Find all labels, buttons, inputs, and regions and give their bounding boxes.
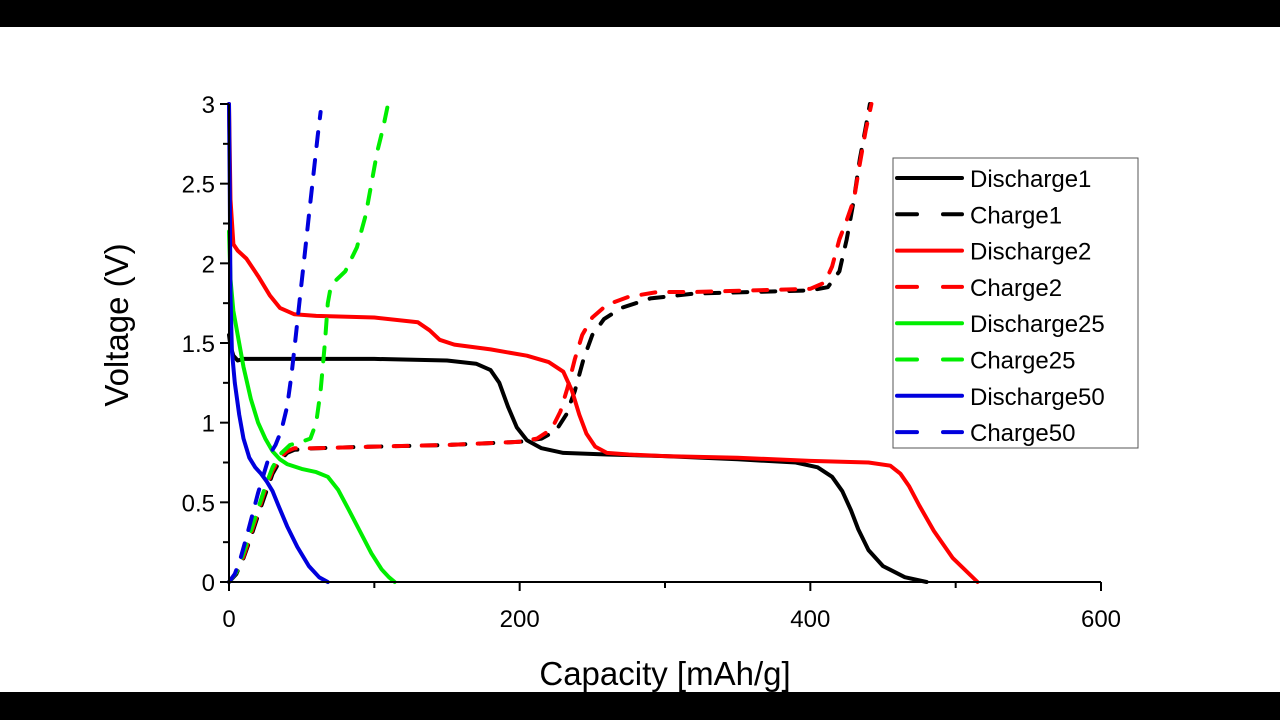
legend-label: Discharge2 bbox=[970, 239, 1091, 266]
y-tick-label: 0.5 bbox=[182, 490, 215, 517]
legend: Discharge1 Charge1 Discharge2 Charge2 Discha… bbox=[892, 157, 1139, 449]
y-tick-label: 2 bbox=[202, 251, 215, 278]
y-tick-label: 0 bbox=[202, 570, 215, 597]
legend-label: Charge2 bbox=[970, 275, 1062, 302]
voltage-capacity-chart: 0 200 400 600 0 0.5 1 1.5 2 2.5 3 Capacity [mAh/g]… bbox=[98, 92, 1139, 692]
legend-label: Charge1 bbox=[970, 202, 1062, 229]
series-discharge1 bbox=[227, 333, 929, 584]
y-tick-label: 2.5 bbox=[182, 172, 215, 199]
y-tick-label: 1.5 bbox=[182, 331, 215, 358]
series-charge50 bbox=[227, 110, 323, 584]
x-tick-label: 200 bbox=[500, 606, 540, 633]
series-discharge25 bbox=[227, 229, 397, 584]
legend-label: Discharge50 bbox=[970, 384, 1105, 411]
series-charge2 bbox=[227, 102, 874, 584]
legend-box bbox=[892, 157, 1139, 449]
legend-label: Discharge25 bbox=[970, 311, 1105, 338]
x-axis-title: Capacity [mAh/g] bbox=[539, 655, 790, 692]
x-tick-label: 400 bbox=[790, 606, 830, 633]
legend-label: Charge50 bbox=[970, 420, 1075, 447]
legend-label: Charge25 bbox=[970, 348, 1075, 375]
x-tick-label: 600 bbox=[1081, 606, 1121, 633]
series-discharge2 bbox=[227, 102, 980, 584]
chart-canvas: 0 200 400 600 0 0.5 1 1.5 2 2.5 3 Capacity [mAh/g]… bbox=[0, 27, 1280, 692]
series-charge25 bbox=[227, 105, 390, 584]
series-discharge50 bbox=[227, 102, 330, 584]
series-layer bbox=[227, 102, 980, 584]
series-charge1 bbox=[227, 102, 872, 584]
x-tick-label: 0 bbox=[222, 606, 235, 633]
y-tick-label: 3 bbox=[202, 92, 215, 119]
y-tick-label: 1 bbox=[202, 411, 215, 438]
ticks-layer: 0 200 400 600 0 0.5 1 1.5 2 2.5 3 bbox=[182, 92, 1121, 633]
y-axis-title: Voltage (V) bbox=[98, 243, 135, 406]
legend-label: Discharge1 bbox=[970, 166, 1091, 193]
